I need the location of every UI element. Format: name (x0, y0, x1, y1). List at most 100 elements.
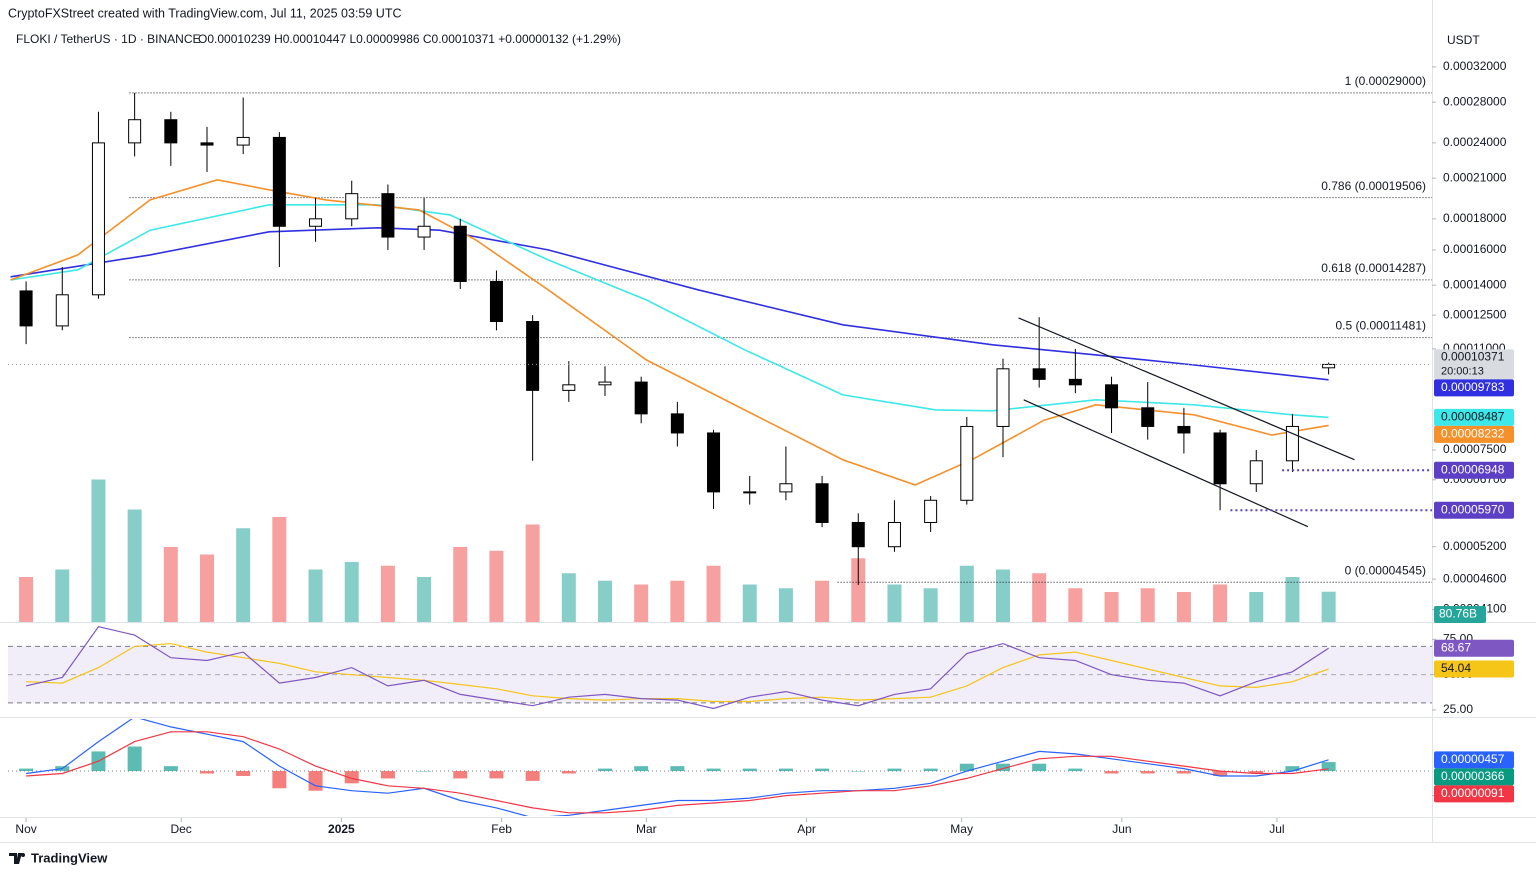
macd-histogram-bar (959, 763, 974, 772)
candle-body (417, 225, 431, 238)
macd-pane (8, 719, 1432, 816)
candle-body (272, 136, 286, 227)
rsi-label-box (1434, 660, 1514, 678)
y-tick-label: 0.00004600 (1443, 571, 1507, 585)
macd-histogram-bar (1176, 771, 1191, 774)
level-label: 0.00006948 (1441, 462, 1505, 476)
volume-bar (272, 517, 287, 622)
candle-body (91, 142, 105, 296)
trend-line (1018, 317, 1355, 461)
volume-bar (778, 588, 793, 622)
macd-histogram-bar (670, 766, 685, 772)
moving-average (10, 204, 1329, 419)
macd-histogram-bar (923, 768, 938, 772)
macd-histogram-bar (19, 768, 34, 772)
rsi-label: 68.67 (1441, 640, 1471, 654)
volume-bar (561, 573, 576, 622)
ohlc: O0.00010239 H0.00010447 L0.00009986 C0.0… (198, 32, 621, 46)
brand: TradingView (31, 850, 108, 865)
candle-body (1322, 363, 1336, 369)
volume-bar (959, 565, 974, 622)
macd-histogram-bar (706, 768, 721, 772)
candle-body (1249, 460, 1263, 485)
last-price-label: 0.00010371 (1441, 350, 1505, 364)
rsi-pane (8, 626, 1432, 710)
macd-histogram-bar (1068, 768, 1083, 772)
macd-histogram-bar (199, 771, 214, 774)
macd-histogram-bar (995, 763, 1010, 772)
moving-average (10, 226, 1329, 381)
macd-histogram-bar (1032, 763, 1047, 772)
volume-bar (380, 565, 395, 622)
macd-histogram-bar (742, 768, 757, 772)
rsi-line (25, 626, 1329, 710)
level-label: 0.00005970 (1441, 502, 1505, 516)
price-label: 0.00008232 (1441, 427, 1505, 441)
candle-body (1068, 378, 1082, 386)
macd-histogram-bar (489, 771, 504, 779)
candle-body (598, 381, 612, 386)
price-label-box (1434, 408, 1514, 426)
candle-body (1213, 432, 1227, 485)
macd-histogram-bar (1321, 762, 1336, 772)
volume-bar (525, 524, 540, 622)
volume-bar (1213, 584, 1228, 622)
volume-bar (670, 580, 685, 622)
rsi-line (26, 642, 1329, 703)
trend-line (1023, 399, 1309, 528)
macd-label-box (1434, 785, 1514, 803)
level-label-box (1434, 461, 1514, 479)
macd-histogram-bar (1285, 766, 1300, 772)
y-tick-label: 0.00016000 (1443, 242, 1507, 256)
volume-label: 80.76B (1439, 607, 1477, 621)
volume-bar (489, 550, 504, 622)
candle-body (526, 321, 540, 391)
volume-bar (91, 479, 106, 622)
candle-body (1105, 384, 1119, 409)
fib-label: 0.786 (0.00019506) (1321, 179, 1426, 193)
macd-histogram-bar (417, 771, 432, 772)
price-label-box (1434, 425, 1514, 443)
volume-bar (417, 577, 432, 622)
macd-histogram-bar (887, 768, 902, 772)
candle-body (815, 483, 829, 523)
candle-body (1141, 407, 1155, 427)
candle-body (707, 432, 721, 493)
macd-histogram-bar (851, 771, 866, 772)
x-tick-label: Dec (170, 822, 191, 836)
y-tick-label: 0.00007500 (1443, 442, 1507, 456)
moving-average (10, 178, 1329, 486)
macd-histogram-bar (525, 771, 540, 781)
candle-body (634, 381, 648, 415)
volume-bar (995, 569, 1010, 622)
candle-body (960, 425, 974, 501)
volume-bar (453, 547, 468, 622)
volume-bar (1321, 591, 1336, 622)
price-pane: 1 (0.00029000) 0.786 (0.00019506) 0.618 (0… (8, 74, 1432, 622)
macd-histogram-bar (344, 771, 359, 784)
macd-histogram-bar (1140, 771, 1155, 774)
volume-bar (236, 528, 251, 622)
macd-histogram-bar (308, 771, 323, 791)
macd-histogram-bar (634, 766, 649, 772)
candle-body (489, 280, 503, 323)
volume-bar (1249, 592, 1264, 622)
y-tick-label: 0.00028000 (1443, 94, 1507, 108)
volume-bar (55, 569, 70, 622)
x-tick-label: May (950, 822, 973, 836)
candle-body (562, 384, 576, 391)
candle-body (924, 499, 938, 523)
candle-body (743, 491, 757, 494)
x-tick-label: 2025 (328, 822, 355, 836)
macd-line (26, 719, 1329, 816)
candle-body (453, 225, 467, 282)
macd-histogram-bar (778, 768, 793, 772)
y-tick-label: 0.00018000 (1443, 211, 1507, 225)
candle-body (779, 483, 793, 493)
candle-body (164, 119, 178, 144)
brand-logo (9, 853, 25, 864)
credit: CryptoFXStreet created with TradingView.… (8, 6, 401, 20)
macd-histogram-bar (272, 771, 287, 789)
y-tick-label: 0.00024000 (1443, 135, 1507, 149)
